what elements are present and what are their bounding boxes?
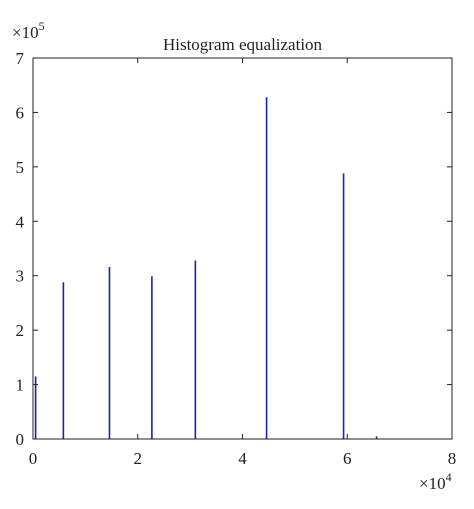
x-tick-label: 6 xyxy=(343,449,352,468)
x-axis-multiplier: ×104 xyxy=(419,470,452,493)
x-tick-label: 8 xyxy=(448,449,457,468)
y-tick-label: 4 xyxy=(16,212,25,231)
chart-title: Histogram equalization xyxy=(163,35,323,54)
x-tick-label: 4 xyxy=(238,449,247,468)
y-multiplier-base: ×10 xyxy=(12,23,39,42)
tick-marks xyxy=(32,57,453,440)
x-multiplier-exponent: 4 xyxy=(446,470,452,484)
y-tick-label: 3 xyxy=(16,267,25,286)
x-tick-labels: 0 2 4 6 8 xyxy=(29,449,457,468)
y-tick-label: 5 xyxy=(16,158,25,177)
y-tick-label: 1 xyxy=(16,376,25,395)
bar-series xyxy=(34,97,378,439)
y-multiplier-exponent: 5 xyxy=(39,19,45,33)
y-axis-multiplier: ×105 xyxy=(12,19,45,42)
y-tick-labels: 0 1 2 3 4 5 6 7 xyxy=(16,49,25,449)
plot-frame xyxy=(32,57,453,440)
x-tick-label: 0 xyxy=(29,449,38,468)
y-tick-label: 2 xyxy=(16,321,25,340)
y-tick-label: 0 xyxy=(16,430,25,449)
x-tick-label: 2 xyxy=(134,449,143,468)
y-tick-label: 6 xyxy=(16,103,25,122)
x-multiplier-base: ×10 xyxy=(419,474,446,493)
y-tick-label: 7 xyxy=(16,49,25,68)
